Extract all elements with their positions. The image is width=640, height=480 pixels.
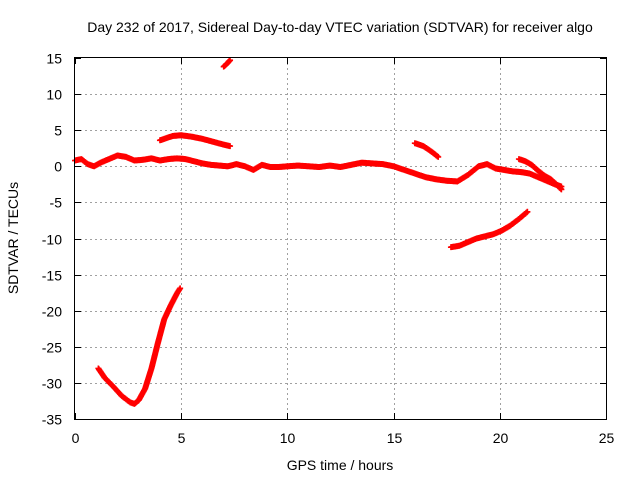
x-axis-label: GPS time / hours bbox=[287, 457, 394, 473]
y-tick-label: 0 bbox=[54, 159, 62, 175]
plot-frame bbox=[74, 57, 607, 420]
series-2 bbox=[220, 57, 234, 70]
data-point bbox=[435, 153, 442, 160]
x-tick-label: 20 bbox=[493, 430, 509, 446]
ticks: 0 5 10 15 20 25 15 10 5 0 -5 -10 -15 -20 -25 -30 -35 bbox=[42, 51, 615, 447]
series-6 bbox=[515, 156, 565, 193]
y-tick-label: -35 bbox=[42, 412, 62, 428]
x-tick-label: 25 bbox=[599, 430, 615, 446]
y-tick-label: -15 bbox=[42, 268, 62, 284]
y-tick-label: -10 bbox=[42, 232, 62, 248]
series-3 bbox=[95, 285, 184, 407]
y-tick-label: 10 bbox=[46, 87, 62, 103]
y-tick-label: 15 bbox=[46, 51, 62, 67]
y-tick-label: -30 bbox=[42, 376, 62, 392]
data-point bbox=[227, 143, 234, 150]
x-tick-label: 10 bbox=[280, 430, 296, 446]
y-tick-label: -25 bbox=[42, 340, 62, 356]
series-4 bbox=[411, 140, 442, 160]
data-point bbox=[227, 57, 234, 64]
y-tick-label: -20 bbox=[42, 304, 62, 320]
series-0 bbox=[72, 152, 565, 190]
data-point bbox=[524, 208, 531, 215]
y-axis-label: SDTVAR / TECUs bbox=[5, 182, 21, 294]
series-5 bbox=[447, 208, 531, 251]
y-tick-label: 5 bbox=[54, 123, 62, 139]
data-point bbox=[558, 186, 565, 193]
chart-title: Day 232 of 2017, Sidereal Day-to-day VTE… bbox=[87, 19, 593, 35]
x-tick-label: 0 bbox=[72, 430, 80, 446]
data-point bbox=[177, 285, 184, 292]
y-tick-label: -5 bbox=[50, 195, 63, 211]
x-tick-label: 15 bbox=[387, 430, 403, 446]
x-tick-label: 5 bbox=[178, 430, 186, 446]
data-layer bbox=[72, 57, 565, 407]
series-1 bbox=[156, 132, 234, 150]
